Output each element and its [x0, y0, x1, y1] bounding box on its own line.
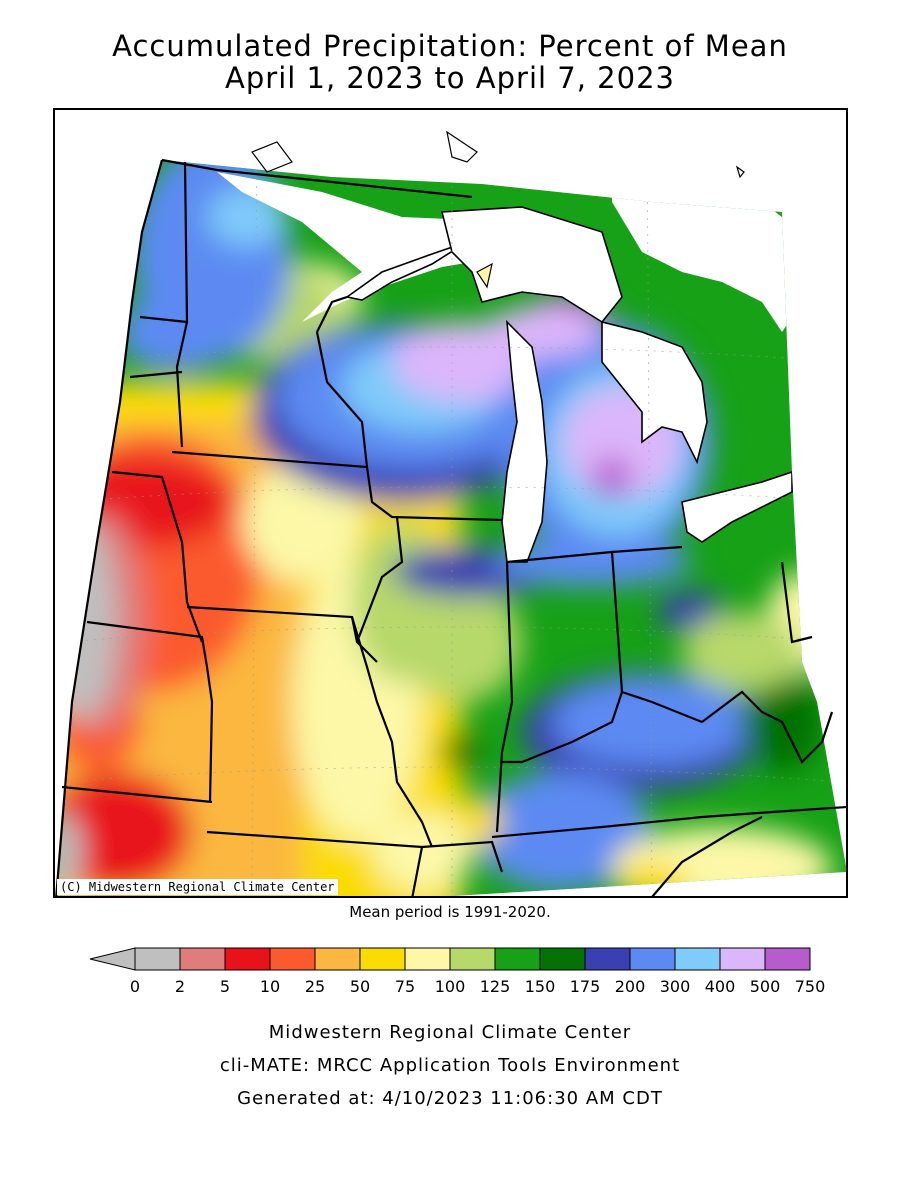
legend-label: 125 — [480, 977, 511, 996]
legend-swatch — [764, 947, 811, 971]
legend-swatch — [359, 947, 406, 971]
islands — [251, 130, 745, 289]
legend-arrow — [89, 947, 136, 971]
precip-field — [56, 160, 846, 896]
map-canvas — [55, 130, 846, 896]
legend-label: 750 — [795, 977, 826, 996]
legend-label: 150 — [525, 977, 556, 996]
legend-label: 300 — [660, 977, 691, 996]
legend-swatch — [674, 947, 721, 971]
legend-label: 25 — [305, 977, 325, 996]
footer-generated: Generated at: 4/10/2023 11:06:30 AM CDT — [237, 1088, 663, 1109]
legend-label: 2 — [175, 977, 185, 996]
legend-swatch — [449, 947, 496, 971]
footer-org: Midwestern Regional Climate Center — [268, 1022, 632, 1043]
legend-swatch — [494, 947, 541, 971]
legend-label: 10 — [260, 977, 280, 996]
legend-swatch — [584, 947, 631, 971]
legend-swatch — [404, 947, 451, 971]
legend-swatch — [134, 947, 181, 971]
legend-label: 50 — [350, 977, 370, 996]
footer-app: cli-MATE: MRCC Application Tools Environ… — [219, 1055, 681, 1076]
legend-swatch — [629, 947, 676, 971]
color-legend: 0 2 5 10 25 50 75 100 125 150 175 200 300 400 500 750 — [89, 947, 826, 996]
legend-label: 500 — [750, 977, 781, 996]
legend-swatch — [719, 947, 766, 971]
legend-label: 400 — [705, 977, 736, 996]
legend-swatch — [314, 947, 361, 971]
legend-swatch — [269, 947, 316, 971]
legend-label: 175 — [570, 977, 601, 996]
legend-label: 100 — [435, 977, 466, 996]
legend-label: 0 — [130, 977, 140, 996]
legend-label: 5 — [220, 977, 230, 996]
legend-swatch — [539, 947, 586, 971]
precipitation-map: (C) Midwestern Regional Climate Center — [53, 108, 848, 898]
legend-swatch — [179, 947, 226, 971]
map-title-line1: Accumulated Precipitation: Percent of Me… — [112, 29, 788, 63]
map-title-line2: April 1, 2023 to April 7, 2023 — [225, 61, 675, 95]
legend-swatch — [224, 947, 271, 971]
mean-period-note: Mean period is 1991-2020. — [349, 903, 551, 921]
state-boundaries — [55, 158, 846, 896]
legend-label: 75 — [395, 977, 415, 996]
legend-label: 200 — [615, 977, 646, 996]
copyright-label: (C) Midwestern Regional Climate Center — [57, 879, 338, 895]
